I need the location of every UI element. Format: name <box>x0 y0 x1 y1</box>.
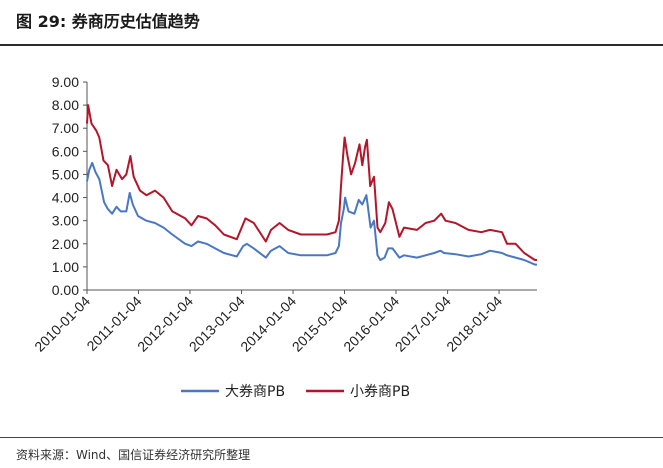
y-tick-label: 1.00 <box>52 259 79 275</box>
y-tick-label: 9.00 <box>52 74 79 90</box>
y-tick-label: 5.00 <box>52 166 79 182</box>
title-rule <box>0 44 663 46</box>
y-tick-label: 0.00 <box>52 282 79 298</box>
x-tick-label: 2018-01-04 <box>443 293 505 355</box>
y-tick-label: 6.00 <box>52 143 79 159</box>
y-tick-label: 4.00 <box>52 190 79 206</box>
legend: 大券商PB 小券商PB <box>181 384 410 400</box>
x-axis: 2010-01-042011-01-042012-01-042013-01-04… <box>31 289 537 355</box>
legend-label: 小券商PB <box>350 384 410 400</box>
y-tick-label: 7.00 <box>52 120 79 136</box>
y-tick-label: 2.00 <box>52 236 79 252</box>
series-line-1 <box>86 104 537 261</box>
y-tick-label: 3.00 <box>52 213 79 229</box>
y-axis: 0.00 1.00 2.00 3.00 4.00 5.00 6.00 7.00 8.00 9.00 <box>52 74 88 298</box>
y-tick-label: 8.00 <box>52 97 79 113</box>
source-note: 资料来源：Wind、国信证券经济研究所整理 <box>16 448 251 462</box>
figure-title: 图 29: 券商历史估值趋势 <box>16 12 200 31</box>
series-layer <box>86 104 537 266</box>
footer-rule <box>0 437 663 438</box>
x-tick-label: 2010-01-04 <box>31 293 93 355</box>
series-line-0 <box>86 161 537 266</box>
legend-label: 大券商PB <box>225 384 285 400</box>
